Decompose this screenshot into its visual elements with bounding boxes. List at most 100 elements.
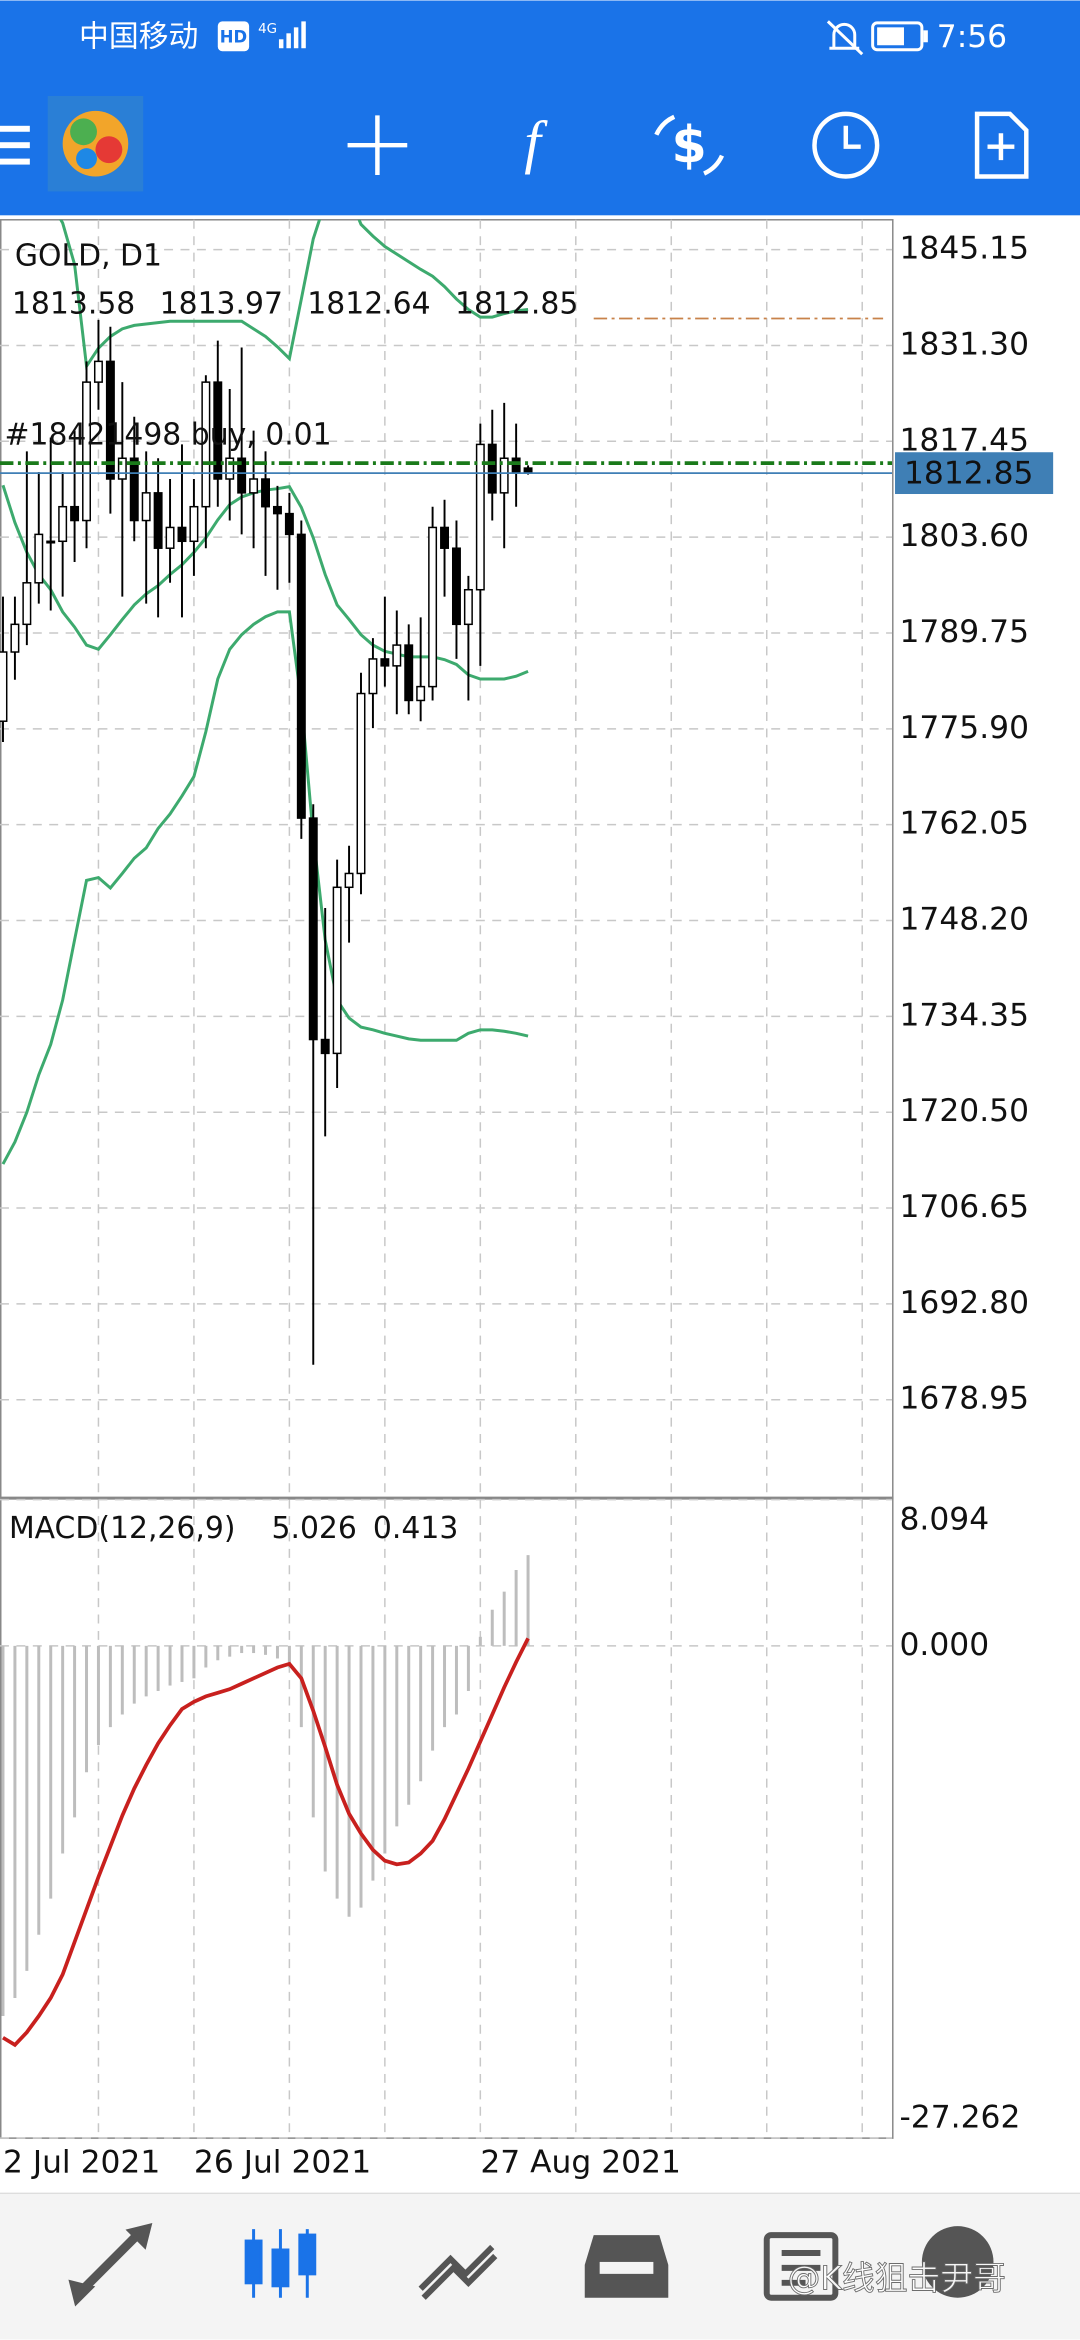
signal-icon (278, 21, 306, 49)
ohlc-high: 1813.97 (160, 286, 283, 321)
candle-body (105, 360, 115, 480)
candle-body (46, 540, 56, 544)
candle-body (296, 533, 306, 819)
candle-body (332, 886, 342, 1055)
candle-body (225, 457, 235, 480)
candle-body (58, 505, 68, 543)
candle-body (82, 381, 91, 522)
y-tick-label: 1720.50 (900, 1093, 1029, 1129)
candle-body (356, 692, 366, 875)
trade-button[interactable]: $ (672, 115, 707, 174)
candle-body (440, 526, 450, 549)
y-tick-label: 1706.65 (900, 1189, 1029, 1225)
order-label: #18421498 buy, 0.01 (4, 418, 331, 453)
y-tick-label: 1775.90 (900, 710, 1029, 746)
x-tick-label: 27 Aug 2021 (480, 2144, 681, 2180)
candle-body (320, 1038, 330, 1055)
clock: 7:56 (937, 19, 1007, 55)
band-lower (1, 610, 529, 1165)
macd-title: MACD(12,26,9) (9, 1511, 236, 1546)
candle-body (475, 443, 485, 591)
candle-body (0, 651, 8, 722)
candle-body (10, 623, 20, 653)
candle-body (34, 533, 44, 584)
candle-body (272, 505, 282, 515)
signal-line (2, 1637, 530, 2048)
candle-body (249, 478, 259, 494)
y-tick-label: 1734.35 (900, 997, 1029, 1033)
candle-body (511, 457, 521, 473)
y-tick-label: -27.262 (900, 2100, 1021, 2136)
candle-body (428, 526, 438, 688)
candle-body (153, 492, 163, 549)
signal-value: 0.413 (373, 1511, 458, 1546)
candle-body (213, 381, 223, 480)
candle-body (93, 360, 103, 383)
watermark: @K线狙击尹哥 (788, 2259, 1006, 2297)
macd-value: 5.026 (271, 1511, 356, 1546)
y-tick-label: 0.000 (900, 1627, 990, 1663)
ohlc-close: 1812.85 (455, 286, 578, 321)
hd-text: HD (220, 27, 247, 46)
x-tick-label: 2 Jul 2021 (3, 2144, 160, 2180)
candle-body (177, 526, 187, 543)
candle-body (499, 457, 509, 494)
candle-body (201, 381, 211, 508)
x-tick-label: 26 Jul 2021 (194, 2144, 371, 2180)
quotes-tab[interactable] (68, 2222, 153, 2307)
axes: 1845.151831.301817.451803.601789.751775.… (3, 231, 1054, 2180)
ohlc-open: 1813.58 (12, 286, 135, 321)
network: 4G (258, 22, 277, 37)
candle-body (392, 644, 402, 667)
history-tab[interactable] (584, 2235, 669, 2298)
period-button[interactable] (812, 111, 880, 179)
y-tick-label: 1748.20 (900, 902, 1029, 938)
bottom-nav (0, 2193, 1080, 2340)
y-tick-label: 8.094 (900, 1502, 990, 1538)
trade-arrows (654, 114, 725, 176)
news-tab[interactable] (763, 2232, 839, 2301)
candle-body (237, 457, 247, 494)
candle-body (129, 457, 139, 522)
price-plot (0, 219, 893, 1365)
trade-tab[interactable] (418, 2244, 498, 2300)
crosshair-button[interactable] (347, 115, 408, 176)
macd-plot (1, 1555, 530, 2048)
candle-body (141, 492, 151, 522)
mute-icon (826, 20, 864, 56)
band-upper (59, 219, 529, 371)
candle-body (463, 588, 473, 626)
candle-body (261, 478, 270, 508)
candle-body (284, 512, 294, 536)
battery-icon (871, 21, 928, 52)
chart-tab[interactable] (244, 2229, 317, 2298)
candle-body (22, 582, 32, 626)
ohlc-low: 1812.64 (307, 286, 430, 321)
candle-body (416, 685, 426, 702)
price-tag (895, 452, 1054, 495)
y-tick-label: 1678.95 (900, 1381, 1029, 1417)
candle-body (368, 658, 378, 695)
menu-button[interactable] (0, 125, 30, 165)
candle-body (117, 457, 127, 480)
y-tick-label: 1692.80 (900, 1285, 1029, 1321)
candle-body (451, 547, 461, 626)
candle-body (165, 526, 175, 549)
y-tick-label: 1803.60 (900, 518, 1029, 554)
hd-badge (217, 21, 250, 52)
y-tick-label: 1845.15 (900, 231, 1029, 267)
candle-body (404, 644, 414, 702)
candle-body (70, 505, 80, 522)
candle-body (189, 505, 199, 543)
y-tick-label: 1789.75 (900, 614, 1029, 650)
candle-body (308, 817, 318, 1041)
app-logo[interactable] (47, 95, 144, 192)
template-button[interactable] (974, 111, 1029, 179)
y-tick-label: 1762.05 (900, 806, 1029, 842)
messages-tab[interactable] (921, 2226, 994, 2298)
carrier: 中国移动 (79, 19, 198, 54)
chart-title: GOLD, D1 (15, 239, 162, 274)
candle-body (380, 658, 390, 667)
